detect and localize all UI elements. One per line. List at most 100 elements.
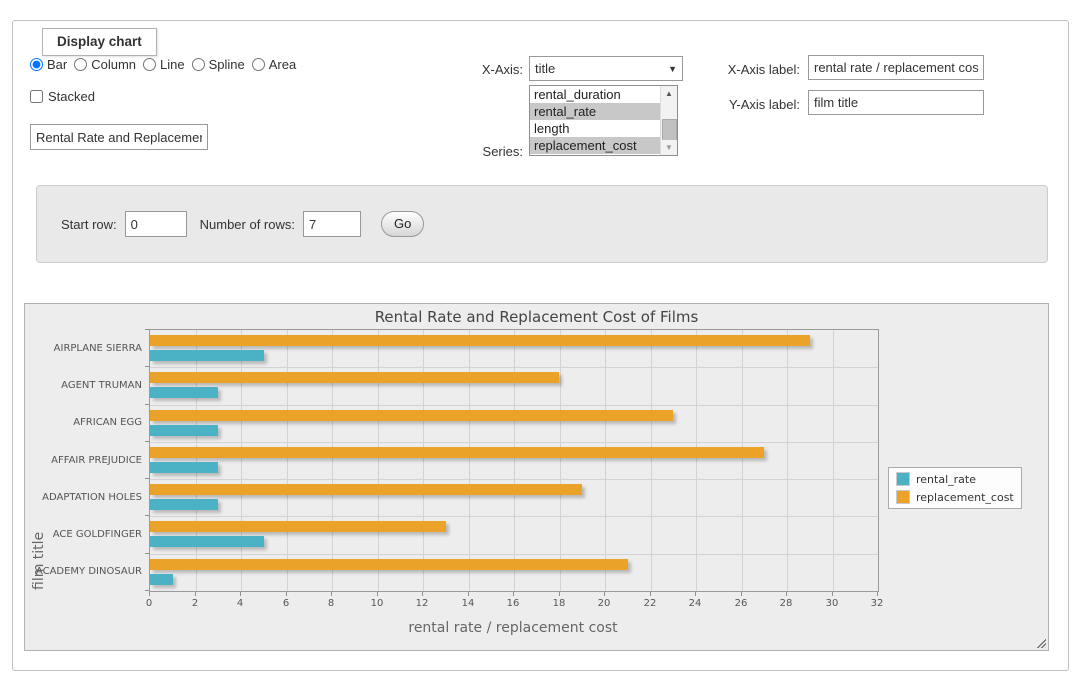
gridline [196, 330, 197, 591]
start-row-input[interactable] [124, 211, 187, 237]
x-axis-select[interactable]: title ▼ [529, 56, 683, 81]
series-scrollbar[interactable]: ▲ ▼ [660, 86, 677, 155]
x-tick-mark [195, 592, 196, 596]
chart-type-radio-area[interactable] [251, 58, 265, 71]
chart-type-label: Line [160, 57, 185, 72]
x-tick-label: 18 [552, 598, 566, 609]
y-axis-label-input[interactable] [808, 90, 984, 115]
bar-rental_rate [150, 462, 218, 473]
gridline [150, 367, 878, 368]
gridline [423, 330, 424, 591]
bar-replacement_cost [150, 335, 810, 346]
x-tick-mark [741, 592, 742, 596]
series-listbox[interactable]: rental_duration rental_rate length replacem… [529, 85, 678, 156]
gridline [332, 330, 333, 591]
panel-legend: Display chart [42, 28, 157, 56]
gridline [696, 330, 697, 591]
gridline [787, 330, 788, 591]
x-tick-mark [832, 592, 833, 596]
series-field-label: Series: [482, 144, 523, 159]
x-tick-label: 0 [145, 598, 153, 609]
gridline [833, 330, 834, 591]
series-option-replacement_cost[interactable]: replacement_cost [530, 137, 660, 154]
bar-replacement_cost [150, 484, 582, 495]
chart-type-option-spline: Spline [191, 57, 245, 72]
series-option-rental_duration[interactable]: rental_duration [534, 87, 621, 102]
legend-swatch [896, 472, 910, 486]
chart-type-radio-column[interactable] [74, 58, 88, 71]
x-axis-selected-value: title [535, 61, 556, 76]
chart-type-radio-spline[interactable] [191, 58, 205, 71]
x-axis-label-input[interactable] [808, 55, 984, 80]
gridline [150, 516, 878, 517]
x-tick-label: 12 [415, 598, 429, 609]
resize-grip-icon[interactable] [1035, 637, 1046, 648]
legend-label: replacement_cost [916, 490, 1014, 504]
bar-rental_rate [150, 536, 264, 547]
chart-type-radio-bar[interactable] [30, 58, 43, 71]
bar-rental_rate [150, 387, 218, 398]
legend-label: rental_rate [916, 472, 976, 486]
x-tick-mark [877, 592, 878, 596]
chart-type-label: Spline [208, 57, 245, 72]
x-tick-label: 30 [825, 598, 839, 609]
series-options: rental_duration rental_rate length replacem… [530, 86, 660, 155]
series-option-length[interactable]: length [534, 121, 570, 136]
scroll-up-icon[interactable]: ▲ [661, 86, 677, 101]
x-tick-mark [786, 592, 787, 596]
gridline [150, 554, 878, 555]
gridline [150, 442, 878, 443]
x-tick-label: 26 [734, 598, 748, 609]
x-tick-label: 28 [779, 598, 793, 609]
scroll-down-icon[interactable]: ▼ [661, 140, 677, 155]
bar-rental_rate [150, 574, 173, 585]
gridline [651, 330, 652, 591]
chart-type-radio-group: Bar Column Line Spline Area [30, 57, 303, 72]
chart-type-radio-line[interactable] [143, 58, 157, 71]
gridline [514, 330, 515, 591]
num-rows-input[interactable] [303, 211, 361, 237]
x-tick-mark [286, 592, 287, 596]
x-tick-mark [468, 592, 469, 596]
x-tick-label: 16 [506, 598, 520, 609]
x-axis-label-field-label: X-Axis label: [727, 62, 800, 77]
bar-rental_rate [150, 350, 264, 361]
x-tick-label: 2 [191, 598, 199, 609]
bar-replacement_cost [150, 372, 559, 383]
gridline [742, 330, 743, 591]
series-option-rental_rate[interactable]: rental_rate [530, 103, 660, 120]
x-tick-mark [377, 592, 378, 596]
chart-type-label: Bar [47, 57, 68, 72]
chart-container: Rental Rate and Replacement Cost of Film… [24, 303, 1049, 651]
legend-item-replacement_cost: replacement_cost [896, 490, 1014, 504]
x-tick-mark [604, 592, 605, 596]
x-tick-mark [650, 592, 651, 596]
bar-replacement_cost [150, 559, 628, 570]
chart-type-label: Column [91, 57, 137, 72]
chart-type-label: Area [268, 57, 297, 72]
go-button[interactable]: Go [381, 211, 425, 237]
chart-plot-area [149, 329, 879, 592]
x-tick-label: 20 [597, 598, 611, 609]
legend-item-rental_rate: rental_rate [896, 472, 1014, 486]
gridline [241, 330, 242, 591]
chart-x-axis-title: rental rate / replacement cost [408, 620, 618, 636]
x-tick-mark [331, 592, 332, 596]
gridline [560, 330, 561, 591]
gridline [378, 330, 379, 591]
stacked-checkbox[interactable] [30, 90, 43, 103]
scrollbar-thumb[interactable] [662, 119, 677, 141]
chart-legend: rental_rate replacement_cost [888, 467, 1022, 509]
chart-y-axis-title: film title [31, 531, 47, 590]
bar-replacement_cost [150, 410, 673, 421]
bar-rental_rate [150, 499, 218, 510]
chart-type-option-column: Column [74, 57, 136, 72]
chart-type-option-bar: Bar [30, 57, 67, 72]
chart-title: Rental Rate and Replacement Cost of Film… [374, 308, 699, 326]
x-tick-label: 4 [236, 598, 244, 609]
legend-swatch [896, 490, 910, 504]
chart-title-input[interactable] [30, 124, 208, 150]
y-axis-label-field-label: Y-Axis label: [728, 97, 800, 112]
x-tick-label: 6 [282, 598, 290, 609]
bar-replacement_cost [150, 447, 764, 458]
